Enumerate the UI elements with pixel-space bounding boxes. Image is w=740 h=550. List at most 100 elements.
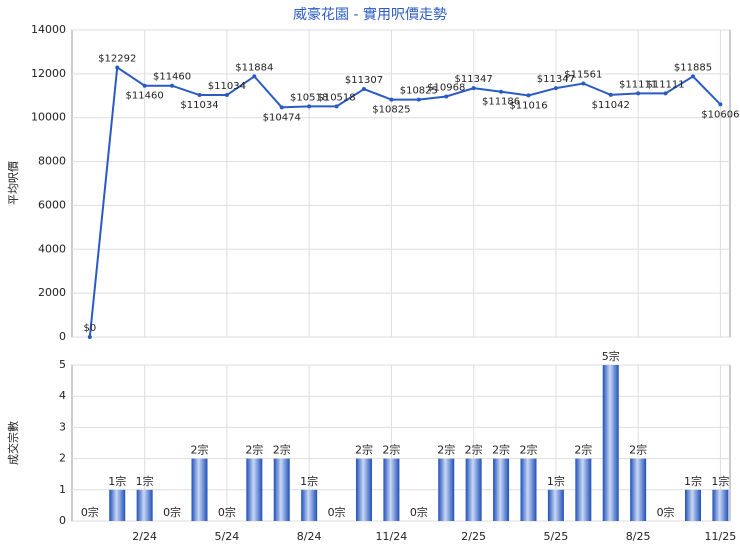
bar bbox=[493, 458, 510, 521]
bar bbox=[712, 489, 729, 521]
point bbox=[87, 335, 92, 339]
data-label: $10518 bbox=[317, 92, 355, 103]
bar bbox=[547, 489, 564, 521]
data-label: 1宗 bbox=[300, 474, 318, 488]
point bbox=[334, 104, 339, 109]
data-label: 2宗 bbox=[629, 443, 647, 457]
y-tick-label: 0 bbox=[59, 514, 66, 527]
point bbox=[224, 93, 229, 98]
bar bbox=[684, 489, 701, 521]
bar bbox=[630, 458, 647, 521]
data-label: 0宗 bbox=[410, 505, 428, 519]
x-tick-label: 11/25 bbox=[705, 530, 737, 543]
point bbox=[416, 97, 421, 102]
data-label: $10825 bbox=[372, 105, 410, 116]
point bbox=[553, 86, 558, 91]
data-label: 2宗 bbox=[437, 443, 455, 457]
y-tick-label: 0 bbox=[59, 330, 66, 343]
point bbox=[170, 83, 175, 88]
data-label: $11347 bbox=[455, 74, 493, 85]
data-label: $11016 bbox=[509, 100, 547, 111]
chart-title: 威豪花園 - 實用呎價走勢 bbox=[293, 6, 447, 23]
point bbox=[361, 87, 366, 92]
y-tick-label: 6000 bbox=[38, 198, 66, 211]
data-label: 2宗 bbox=[574, 443, 592, 457]
data-label: $11307 bbox=[345, 75, 383, 86]
data-label: 1宗 bbox=[136, 474, 154, 488]
data-label: 0宗 bbox=[657, 505, 675, 519]
bar bbox=[355, 458, 372, 521]
y-axis-label: 成交宗數 bbox=[6, 421, 20, 465]
data-label: 2宗 bbox=[465, 443, 483, 457]
data-label: 2宗 bbox=[492, 443, 510, 457]
bar bbox=[465, 458, 482, 521]
data-label: $11042 bbox=[592, 100, 630, 111]
data-label: $0 bbox=[83, 323, 96, 334]
point bbox=[718, 102, 723, 107]
point bbox=[279, 105, 284, 110]
line bbox=[88, 65, 722, 338]
y-tick-label: 2 bbox=[59, 452, 66, 465]
bar bbox=[109, 489, 126, 521]
data-label: $10518 bbox=[290, 92, 328, 103]
data-label: $11460 bbox=[126, 91, 164, 102]
data-label: $11186 bbox=[482, 97, 520, 108]
bar bbox=[273, 458, 290, 521]
data-label: 1宗 bbox=[684, 474, 702, 488]
data-label: 1宗 bbox=[547, 474, 565, 488]
y-tick-label: 4000 bbox=[38, 242, 66, 255]
data-label: 1宗 bbox=[108, 474, 126, 488]
y-axis-label: 平均呎價 bbox=[6, 161, 20, 205]
y-tick-label: 12000 bbox=[31, 67, 66, 80]
point bbox=[389, 97, 394, 102]
point bbox=[307, 104, 312, 109]
data-label: 0宗 bbox=[218, 505, 236, 519]
data-label: 2宗 bbox=[355, 443, 373, 457]
data-label: $11034 bbox=[208, 81, 246, 92]
data-label: $11034 bbox=[180, 100, 218, 111]
data-label: 2宗 bbox=[273, 443, 291, 457]
y-tick-label: 4 bbox=[59, 389, 66, 402]
point bbox=[608, 92, 613, 97]
y-tick-label: 3 bbox=[59, 420, 66, 433]
y-tick-label: 1 bbox=[59, 483, 66, 496]
y-tick-label: 5 bbox=[59, 358, 66, 371]
point bbox=[142, 83, 147, 88]
bar bbox=[520, 458, 537, 521]
data-label: 2宗 bbox=[382, 443, 400, 457]
point bbox=[499, 89, 504, 94]
point bbox=[636, 91, 641, 96]
data-label: $11561 bbox=[564, 69, 602, 80]
x-tick-label: 11/24 bbox=[376, 530, 408, 543]
data-label: $11111 bbox=[619, 79, 657, 90]
data-label: $12292 bbox=[98, 53, 136, 64]
x-tick-label: 2/24 bbox=[132, 530, 157, 543]
bar bbox=[136, 489, 153, 521]
point bbox=[252, 74, 257, 79]
point bbox=[197, 93, 202, 98]
point bbox=[690, 74, 695, 79]
data-label: 0宗 bbox=[81, 505, 99, 519]
x-tick-label: 8/25 bbox=[626, 530, 651, 543]
data-label: 0宗 bbox=[163, 505, 181, 519]
data-label: $11111 bbox=[646, 79, 684, 90]
y-tick-label: 14000 bbox=[31, 23, 66, 36]
data-label: $10474 bbox=[263, 112, 301, 123]
x-tick-label: 8/24 bbox=[297, 530, 322, 543]
data-label: $10968 bbox=[427, 82, 465, 93]
bar bbox=[575, 458, 592, 521]
bar bbox=[191, 458, 208, 521]
x-tick-label: 5/25 bbox=[544, 530, 569, 543]
data-label: 5宗 bbox=[602, 349, 620, 363]
data-label: 2宗 bbox=[190, 443, 208, 457]
data-label: 2宗 bbox=[519, 443, 537, 457]
x-tick-label: 5/24 bbox=[215, 530, 240, 543]
point bbox=[115, 65, 120, 70]
point bbox=[581, 81, 586, 86]
point bbox=[663, 91, 668, 96]
bar bbox=[301, 489, 318, 521]
bar bbox=[438, 458, 455, 521]
data-label: 0宗 bbox=[328, 505, 346, 519]
point bbox=[471, 86, 476, 91]
point bbox=[444, 94, 449, 99]
